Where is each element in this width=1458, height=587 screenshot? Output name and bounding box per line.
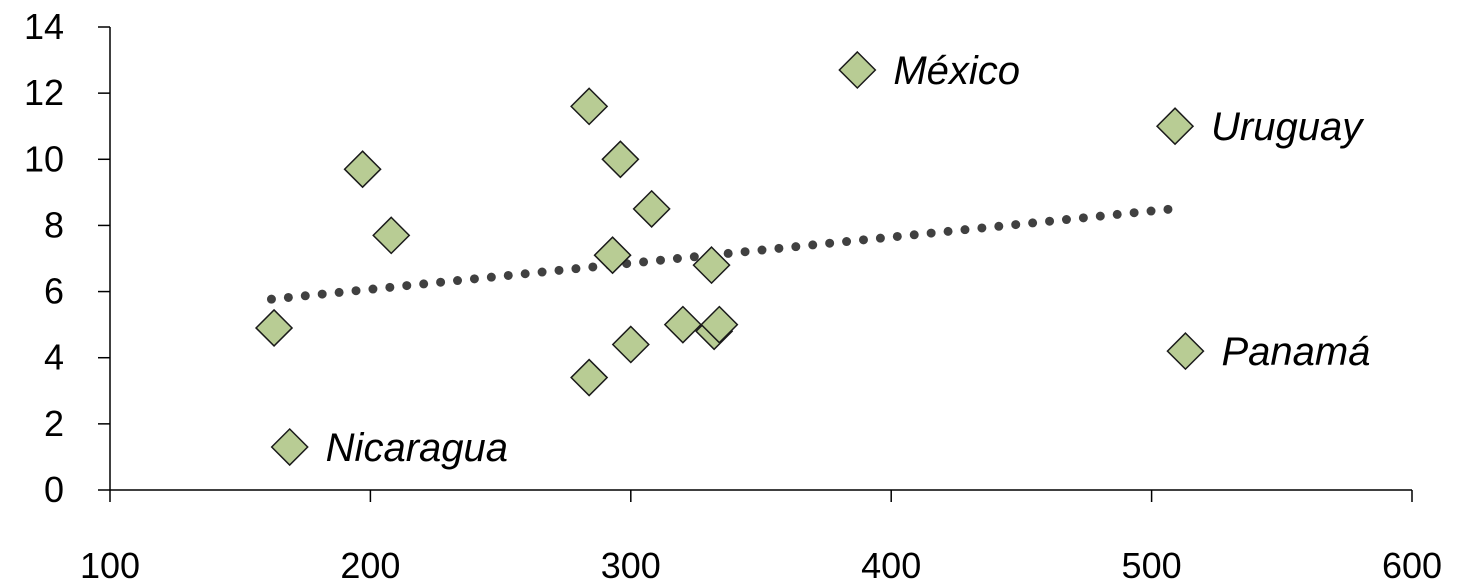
y-tick-label: 14 <box>24 6 64 47</box>
trendline-dotted <box>266 204 1177 304</box>
data-point-diamond <box>601 140 640 179</box>
data-point-diamond <box>632 189 671 228</box>
data-point-diamond <box>692 246 731 285</box>
y-axis-ticks: 0 2 4 6 8 10 12 14 <box>24 6 110 510</box>
y-tick-label: 2 <box>44 403 64 444</box>
y-tick-label: 4 <box>44 337 64 378</box>
data-point-diamond <box>270 427 309 467</box>
point-label: México <box>893 49 1020 93</box>
data-point-diamond <box>570 87 609 126</box>
x-tick-label: 200 <box>340 545 400 586</box>
data-point-diamond <box>372 216 411 255</box>
y-tick-label: 8 <box>44 204 64 245</box>
axes <box>109 27 1412 491</box>
data-point-diamond <box>838 50 877 90</box>
data-points <box>254 50 1205 467</box>
x-tick-label: 600 <box>1382 545 1442 586</box>
y-tick-label: 6 <box>44 271 64 312</box>
x-axis-ticks: 100 200 300 400 500 600 <box>80 490 1442 586</box>
data-point-diamond <box>254 308 294 348</box>
point-label: Panamá <box>1221 330 1370 374</box>
data-point-diamond <box>700 305 739 344</box>
data-point-diamond <box>593 236 632 275</box>
y-tick-label: 10 <box>24 138 64 179</box>
point-label: Uruguay <box>1211 105 1365 149</box>
point-label: Nicaragua <box>326 426 508 470</box>
x-tick-label: 100 <box>80 545 140 586</box>
trendline <box>266 204 1177 304</box>
y-tick-label: 0 <box>44 469 64 510</box>
data-point-diamond <box>611 325 650 364</box>
x-tick-label: 300 <box>601 545 661 586</box>
data-point-diamond <box>570 358 609 397</box>
data-point-diamond <box>343 150 382 189</box>
x-tick-label: 400 <box>861 545 921 586</box>
point-labels: Nicaragua México Uruguay Panamá <box>326 49 1371 470</box>
data-point-diamond <box>1155 107 1195 146</box>
y-tick-label: 12 <box>24 72 64 113</box>
data-point-diamond <box>1166 332 1205 371</box>
x-tick-label: 500 <box>1122 545 1182 586</box>
data-point-diamond <box>663 305 702 344</box>
